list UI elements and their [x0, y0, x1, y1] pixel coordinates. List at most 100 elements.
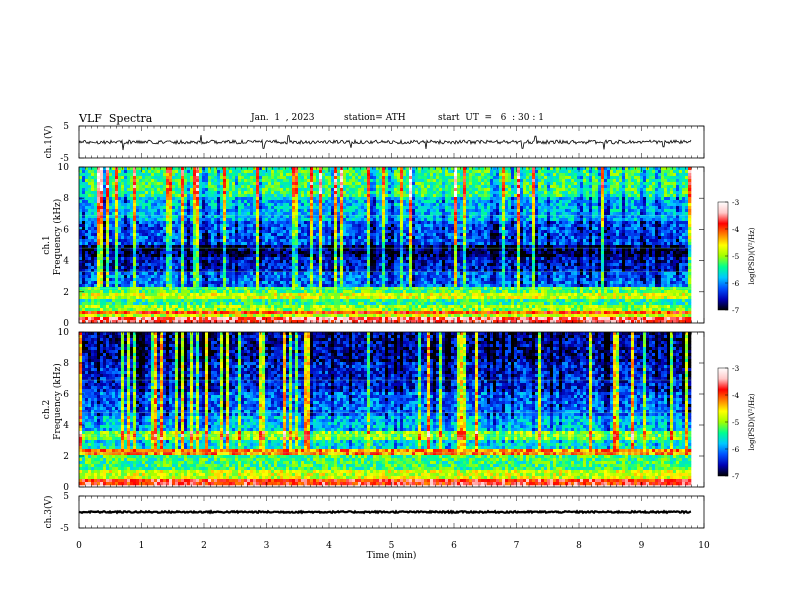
ch1-spectrogram-cell [463, 209, 467, 213]
ch1-spectrogram-cell [622, 170, 626, 174]
ch1-spectrogram-cell [631, 197, 635, 201]
ch1-spectrogram-cell [649, 176, 653, 180]
ch1-spectrogram-cell [655, 194, 659, 198]
ch1-spectrogram-cell [211, 218, 215, 222]
ch1-spectrogram-cell [475, 218, 479, 222]
ch1-spectrogram-cell [454, 197, 458, 201]
ch1-spectrogram-cell [364, 185, 368, 189]
ch1-spectrogram-cell [451, 215, 455, 219]
ch1-spectrogram-cell [664, 188, 668, 192]
ch1-spectrogram-cell [241, 227, 245, 231]
ch1-spectrogram-cell [685, 188, 689, 192]
ch1-spectrogram-cell [649, 227, 653, 231]
ch1-spectrogram-cell [508, 212, 512, 216]
ch1-spectrogram-cell [187, 212, 191, 216]
ch1-spectrogram-cell [244, 218, 248, 222]
ch1-spectrogram-cell [424, 200, 428, 204]
ch1-spectrogram-cell [493, 215, 497, 219]
ch1-spectrogram-cell [415, 209, 419, 213]
ch1-spectrogram-cell [547, 233, 551, 237]
ch1-spectrogram-cell [574, 236, 578, 240]
ch1-spectrogram-cell [79, 182, 83, 186]
ch1-spectrogram-cell [115, 230, 119, 234]
ch1-spectrogram-cell [121, 173, 125, 177]
ch1-spectrogram-cell [649, 224, 653, 228]
ch1-spectrogram-cell [130, 236, 134, 240]
ch1-spectrogram-cell [211, 215, 215, 219]
ch1-spectrogram-cell [100, 167, 104, 171]
ch1-spectrogram-cell [523, 191, 527, 195]
ch1-spectrogram-cell [406, 206, 410, 210]
ch1-spectrogram-cell [529, 185, 533, 189]
ch1-spectrogram-cell [421, 176, 425, 180]
ch1-spectrogram-cell [562, 179, 566, 183]
ch1-spectrogram-cell [649, 215, 653, 219]
ch1-spectrogram-cell [259, 224, 263, 228]
ch1-spectrogram-cell [355, 212, 359, 216]
ch1-spectrogram-cell [205, 167, 209, 171]
ch1-spectrogram-cell [238, 236, 242, 240]
ch1-spectrogram-cell [319, 227, 323, 231]
ch1-spectrogram-cell [481, 179, 485, 183]
ch1-spectrogram-cell [85, 239, 89, 243]
ch1-spectrogram-cell [142, 209, 146, 213]
ch1-spectrogram-cell [133, 236, 137, 240]
ch1-spectrogram-cell [532, 203, 536, 207]
ch1-spectrogram-cell [640, 230, 644, 234]
ch1-spectrogram-cell [178, 206, 182, 210]
ch1-spectrogram-cell [661, 218, 665, 222]
ch1-spectrogram-cell [229, 212, 233, 216]
ch1-spectrogram-cell [169, 185, 173, 189]
ch1-spectrogram-cell [637, 212, 641, 216]
ch1-spectrogram-cell [313, 194, 317, 198]
ch1-spectrogram-cell [451, 224, 455, 228]
ch1-spectrogram-cell [250, 170, 254, 174]
ch1-spectrogram-cell [121, 215, 125, 219]
ch1-spectrogram-cell [436, 197, 440, 201]
ch1-spectrogram-cell [514, 212, 518, 216]
ch1-spectrogram-cell [196, 212, 200, 216]
ch1-spectrogram-cell [247, 236, 251, 240]
ch1-spectrogram-cell [160, 167, 164, 171]
ch1-spectrogram-cell [265, 179, 269, 183]
ch1-spectrogram-cell [139, 230, 143, 234]
ch1-spectrogram-cell [190, 194, 194, 198]
ch1-spectrogram-cell [430, 176, 434, 180]
ch1-spectrogram-cell [454, 221, 458, 225]
ch1-spectrogram-cell [301, 170, 305, 174]
ch1-spectrogram-cell [97, 200, 101, 204]
ch1-spectrogram-cell [463, 200, 467, 204]
ch1-spectrogram-cell [319, 230, 323, 234]
ch1-spectrogram-cell [538, 191, 542, 195]
ch1-spectrogram-cell [427, 185, 431, 189]
ch1-spectrogram-cell [400, 200, 404, 204]
ch1-spectrogram-cell [634, 182, 638, 186]
ch1-spectrogram-cell [310, 233, 314, 237]
ch1-spectrogram-cell [226, 221, 230, 225]
ch1-spectrogram-cell [688, 176, 692, 180]
ch1-spectrogram-cell [172, 188, 176, 192]
ch1-spectrogram-cell [424, 212, 428, 216]
ch1-spectrogram-cell [187, 179, 191, 183]
ch1-spectrogram-cell [523, 206, 527, 210]
ch1-spectrogram-cell [220, 236, 224, 240]
ch1-spectrogram-cell [619, 224, 623, 228]
ch1-spectrogram-cell [328, 203, 332, 207]
ch1-spectrogram-cell [457, 227, 461, 231]
ch1-spectrogram-cell [217, 236, 221, 240]
ch1-spectrogram-cell [565, 191, 569, 195]
ch1-spectrogram-cell [235, 203, 239, 207]
ch1-spectrogram-cell [181, 203, 185, 207]
ch1-spectrogram-cell [514, 230, 518, 234]
ch1-spectrogram-cell [562, 221, 566, 225]
ch1-spectrogram-cell [151, 188, 155, 192]
ch1-spectrogram-cell [436, 167, 440, 171]
ch1-spectrogram-cell [370, 188, 374, 192]
ch1-spectrogram-cell [184, 209, 188, 213]
ch1-spectrogram-cell [382, 167, 386, 171]
ch1-spectrogram-cell [328, 206, 332, 210]
ch1-spectrogram-cell [214, 176, 218, 180]
ch1-spectrogram-cell [652, 209, 656, 213]
ch1-spectrogram-cell [142, 206, 146, 210]
ch1-spectrogram-cell [226, 200, 230, 204]
